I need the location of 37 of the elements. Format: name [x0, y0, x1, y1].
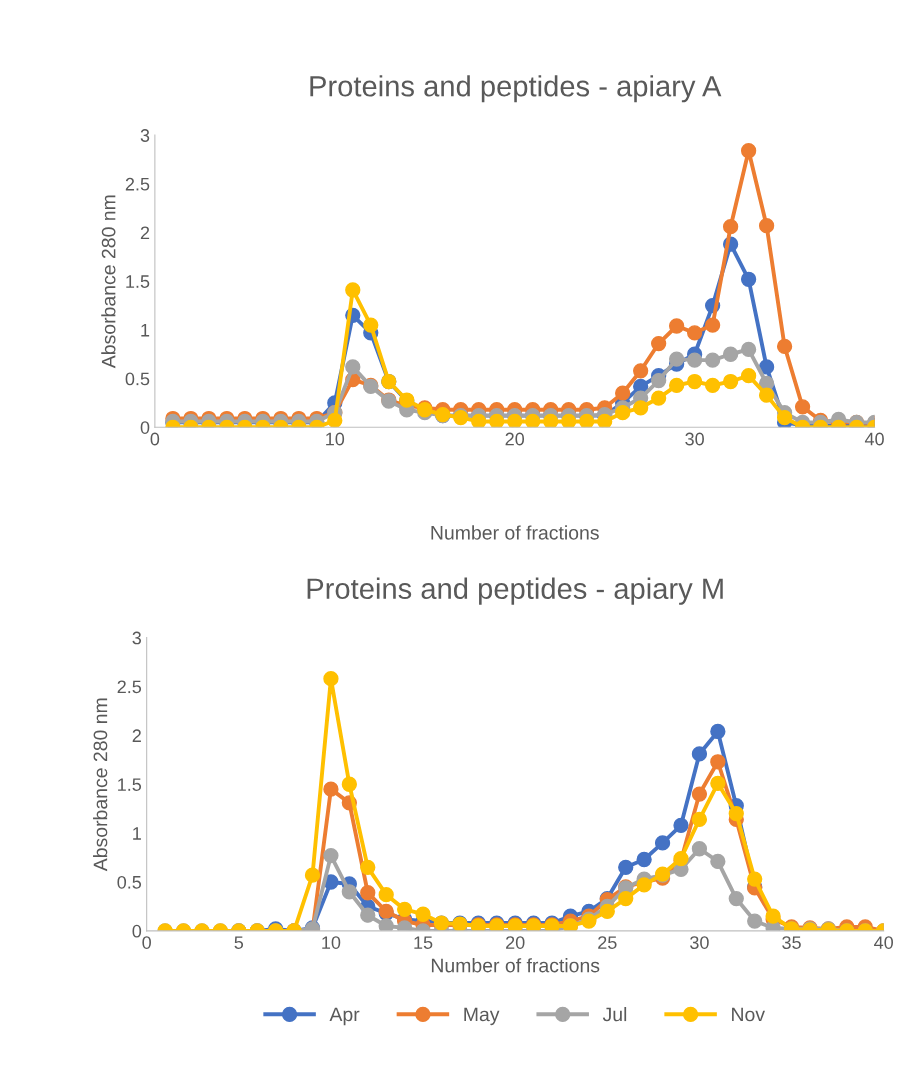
x-tick-label: 35	[782, 936, 801, 949]
x-tick-label: 20	[506, 936, 525, 949]
y-tick-label: 2.5	[117, 680, 142, 694]
x-tick-label: 10	[326, 432, 345, 446]
x-tick-label: 40	[864, 432, 884, 446]
y-tick-label: 2.5	[125, 177, 150, 191]
y-tick-label: 2	[140, 226, 150, 240]
y-axis-title: Absorbance 280 nm	[101, 195, 116, 369]
x-tick-label: 10	[322, 936, 341, 949]
legend-label: Apr	[329, 1007, 360, 1026]
y-tick-label: 1	[133, 827, 141, 840]
y-tick-label: 1.5	[118, 778, 142, 791]
y-tick-label: 0.5	[125, 372, 150, 386]
y-tick-label: 0	[140, 421, 150, 434]
y-tick-label: 1	[141, 324, 150, 337]
chart-title: Proteins and peptides - apiary M	[307, 577, 723, 605]
y-tick-label: 0.5	[117, 875, 142, 889]
chart-title: Proteins and peptides - apiary A	[310, 75, 722, 103]
x-tick-label: 40	[874, 936, 894, 949]
x-tick-label: 0	[150, 432, 160, 446]
y-tick-label: 0	[132, 924, 142, 938]
y-tick-label: 2	[132, 729, 141, 742]
x-tick-label: 25	[598, 936, 617, 949]
x-tick-label: 30	[690, 936, 709, 949]
y-axis-title: Absorbance 280 nm	[93, 698, 108, 872]
x-tick-label: 5	[234, 936, 244, 949]
x-axis-title: Number of fractions	[431, 958, 600, 973]
x-tick-label: 15	[414, 936, 433, 949]
y-tick-label: 3	[140, 129, 150, 142]
x-tick-label: 20	[505, 432, 525, 446]
y-tick-label: 1.5	[126, 275, 150, 288]
legend-label: Nov	[732, 1007, 765, 1022]
legend-label: Jul	[602, 1007, 627, 1022]
x-tick-label: 30	[685, 432, 704, 446]
x-axis-title: Number of fractions	[431, 525, 599, 540]
y-tick-label: 3	[132, 631, 142, 645]
legend-label: May	[464, 1007, 500, 1026]
